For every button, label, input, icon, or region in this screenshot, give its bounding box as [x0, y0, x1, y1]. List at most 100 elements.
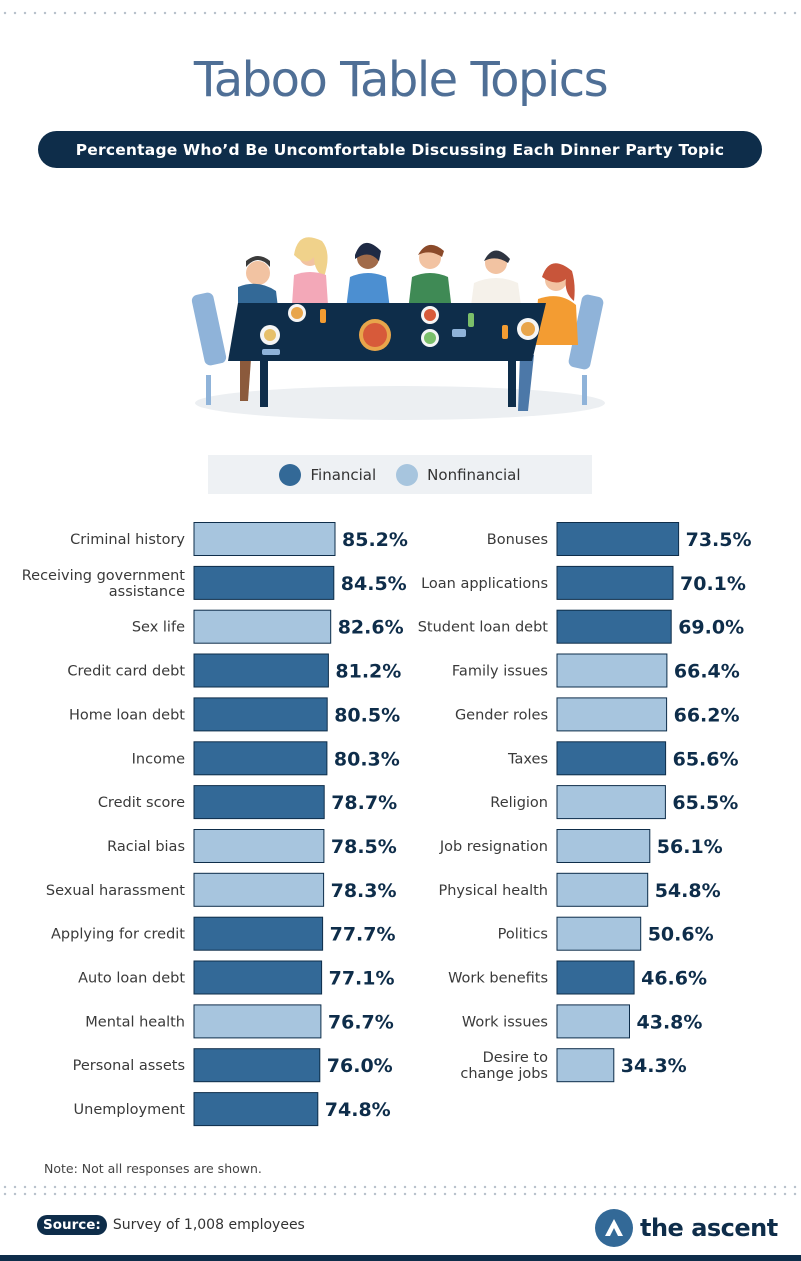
bar-mental-health — [193, 1004, 322, 1039]
brand-logo: the ascent — [595, 1209, 778, 1247]
bar-value-criminal-history: 85.2% — [342, 529, 408, 551]
source-line: Source: Survey of 1,008 employees — [37, 1215, 305, 1235]
bar-bonuses — [556, 522, 680, 556]
bar-label-racial-bias: Racial bias — [107, 839, 185, 855]
bar-value-credit-score: 78.7% — [331, 792, 397, 814]
bar-label-work-issues: Work issues — [462, 1014, 548, 1030]
bottom-rule — [0, 1255, 801, 1261]
bar-label-unemployment: Unemployment — [74, 1102, 186, 1118]
bar-physical-health — [556, 872, 649, 907]
bar-desire-to-change-jobs — [556, 1048, 615, 1083]
legend-item-financial: Financial — [279, 463, 377, 486]
bar-label-sexual-harassment: Sexual harassment — [46, 883, 185, 899]
bar-criminal-history — [193, 522, 336, 556]
bar-label-work-benefits: Work benefits — [448, 971, 548, 987]
bar-label-credit-card-debt: Credit card debt — [67, 664, 185, 680]
bar-label-politics: Politics — [498, 927, 548, 943]
footnote: Note: Not all responses are shown. — [44, 1161, 262, 1176]
bar-value-work-benefits: 46.6% — [641, 968, 707, 990]
bar-chart: Criminal history 85.2% Receiving governmen… — [22, 522, 752, 1127]
bar-receiving-government-assistance — [193, 565, 335, 600]
bar-label-job-resignation: Job resignation — [439, 839, 548, 855]
bar-label-credit-score: Credit score — [98, 795, 185, 811]
bar-applying-for-credit — [193, 916, 324, 951]
bar-value-gender-roles: 66.2% — [674, 704, 740, 726]
bar-auto-loan-debt — [193, 960, 323, 995]
bar-label-bonuses: Bonuses — [487, 532, 548, 548]
bar-value-applying-for-credit: 77.7% — [330, 924, 396, 946]
legend-label-financial: Financial — [310, 465, 377, 484]
bar-label-home-loan-debt: Home loan debt — [69, 707, 185, 723]
bar-sex-life — [193, 609, 332, 644]
bar-home-loan-debt — [193, 697, 328, 732]
bar-loan-applications — [556, 565, 674, 600]
chart-legend: Financial Nonfinancial — [208, 455, 592, 494]
bar-label-taxes: Taxes — [507, 751, 548, 767]
bar-job-resignation — [556, 829, 651, 863]
bar-label-auto-loan-debt: Auto loan debt — [78, 971, 185, 987]
bar-value-taxes: 65.6% — [673, 748, 739, 770]
bar-gender-roles — [556, 697, 668, 732]
bar-personal-assets — [193, 1048, 321, 1083]
bar-value-physical-health: 54.8% — [655, 880, 721, 902]
bar-value-job-resignation: 56.1% — [657, 836, 723, 858]
bar-work-benefits — [556, 960, 635, 995]
legend-swatch-nonfinancial — [396, 463, 419, 486]
bar-value-bonuses: 73.5% — [686, 529, 752, 551]
bar-family-issues — [556, 653, 668, 688]
source-text: Survey of 1,008 employees — [112, 1217, 305, 1233]
bar-value-sexual-harassment: 78.3% — [331, 880, 397, 902]
bar-label-desire-to-change-jobs: Desire to change jobs — [460, 1050, 548, 1082]
bar-label-religion: Religion — [490, 795, 548, 811]
bar-value-sex-life: 82.6% — [338, 617, 404, 639]
bar-label-personal-assets: Personal assets — [73, 1058, 185, 1074]
bar-value-family-issues: 66.4% — [674, 661, 740, 683]
bar-credit-score — [193, 785, 325, 820]
bar-religion — [556, 785, 666, 820]
dinner-party-illustration — [191, 237, 605, 420]
bar-value-loan-applications: 70.1% — [680, 573, 746, 595]
bar-label-receiving-government-assistance: Receiving government assistance — [22, 568, 186, 600]
bar-politics — [556, 916, 642, 951]
bar-sexual-harassment — [193, 872, 325, 907]
legend-item-nonfinancial: Nonfinancial — [396, 463, 521, 486]
the-ascent-logo-icon — [595, 1209, 633, 1247]
footer-dot-border-2 — [0, 1191, 801, 1197]
bar-value-home-loan-debt: 80.5% — [334, 704, 400, 726]
page-title: Taboo Table Topics — [193, 52, 609, 108]
chart-subtitle-banner: Percentage Who’d Be Uncomfortable Discus… — [38, 131, 762, 168]
bar-label-family-issues: Family issues — [452, 664, 548, 680]
bar-label-physical-health: Physical health — [439, 883, 549, 899]
bar-taxes — [556, 741, 667, 776]
bar-value-student-loan-debt: 69.0% — [678, 617, 744, 639]
bar-racial-bias — [193, 829, 325, 863]
bar-value-mental-health: 76.7% — [328, 1011, 394, 1033]
bar-student-loan-debt — [556, 609, 672, 644]
bar-value-personal-assets: 76.0% — [327, 1055, 393, 1077]
bar-work-issues — [556, 1004, 630, 1039]
chart-subtitle: Percentage Who’d Be Uncomfortable Discus… — [75, 140, 725, 159]
bar-value-unemployment: 74.8% — [325, 1099, 391, 1121]
bar-value-religion: 65.5% — [672, 792, 738, 814]
bar-value-desire-to-change-jobs: 34.3% — [621, 1055, 687, 1077]
legend-label-nonfinancial: Nonfinancial — [427, 465, 521, 484]
bar-label-student-loan-debt: Student loan debt — [418, 620, 549, 636]
brand-name: the ascent — [640, 1214, 778, 1242]
bar-value-receiving-government-assistance: 84.5% — [341, 573, 407, 595]
footer-dot-border-1 — [0, 1184, 801, 1190]
bar-label-gender-roles: Gender roles — [455, 707, 548, 723]
bar-income — [193, 741, 328, 776]
bar-label-loan-applications: Loan applications — [421, 576, 548, 592]
bar-label-applying-for-credit: Applying for credit — [51, 927, 185, 943]
bar-value-income: 80.3% — [334, 748, 400, 770]
bar-label-mental-health: Mental health — [85, 1014, 185, 1030]
bar-credit-card-debt — [193, 653, 329, 688]
bar-value-work-issues: 43.8% — [637, 1011, 703, 1033]
source-badge: Source: — [37, 1215, 107, 1235]
bar-label-sex-life: Sex life — [132, 620, 185, 636]
bar-unemployment — [193, 1092, 319, 1127]
bar-label-income: Income — [132, 751, 185, 767]
bar-label-criminal-history: Criminal history — [70, 532, 185, 548]
legend-swatch-financial — [279, 463, 302, 486]
top-dot-border — [0, 10, 801, 16]
